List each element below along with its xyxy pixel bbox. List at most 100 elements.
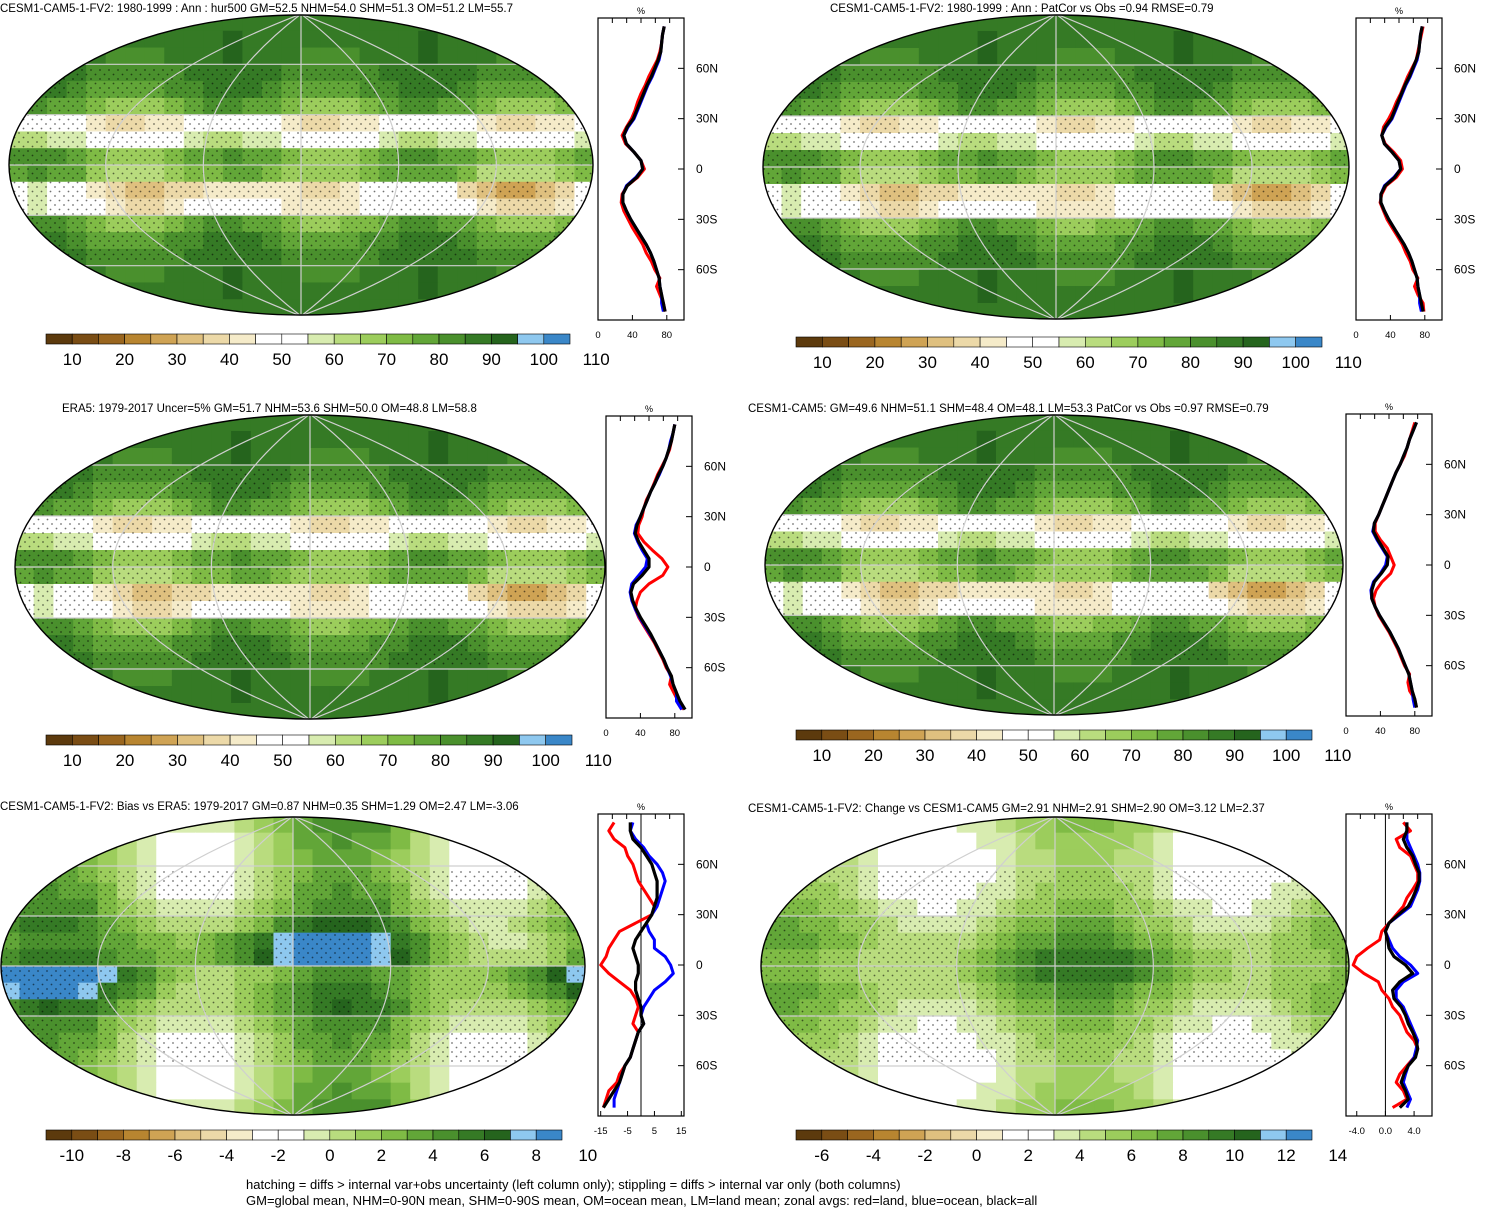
panel-title: ERA5: 1979-2017 Uncer=5% GM=51.7 NHM=53.…: [62, 403, 477, 415]
colorbar-swatch: [795, 336, 823, 348]
colorbar-swatch: [307, 333, 335, 345]
colorbar-swatch: [282, 734, 310, 746]
profile-line-ocean: [628, 424, 683, 711]
profile-unit: %: [1385, 802, 1393, 812]
colorbar-swatch: [438, 333, 466, 345]
colorbar-swatch: [281, 333, 309, 345]
zonal-mean-profile: % 60N 30N 0 30S 60S 0 40 80: [1343, 402, 1466, 737]
latitude-tick-label: 60S: [696, 263, 717, 277]
value-tick-label: 40: [627, 330, 638, 341]
colorbar: -6 -4 -2 0 2 4 6 8 10 12 14: [795, 1129, 1347, 1165]
humidity-map: [14, 414, 606, 720]
latitude-tick-label: 30N: [1444, 508, 1466, 522]
zonal-mean-profile: % 60N 30N 0 30S 60S -15 -5 5 15: [594, 802, 718, 1137]
map-outline: [0, 816, 586, 1116]
graticule: [763, 15, 1349, 319]
colorbar-swatch: [202, 333, 230, 345]
colorbar-label: 6: [1127, 1146, 1136, 1165]
colorbar-label: -6: [167, 1146, 182, 1165]
colorbar-swatch: [1163, 336, 1191, 348]
map-outline: [8, 14, 594, 316]
colorbar-label: 30: [168, 751, 187, 770]
value-tick-label: 5: [652, 1126, 657, 1137]
colorbar-swatch: [976, 729, 1003, 741]
colorbar-swatch: [412, 333, 440, 345]
latitude-tick-label: 30S: [1444, 1008, 1465, 1022]
colorbar-swatch: [123, 1129, 150, 1141]
colorbar-swatch: [1242, 336, 1270, 348]
colorbar-label: -8: [116, 1146, 131, 1165]
colorbar-label: 4: [1075, 1146, 1084, 1165]
colorbar-swatch: [821, 336, 849, 348]
colorbar-swatch: [413, 734, 441, 746]
humidity-map: [764, 414, 1344, 716]
value-tick-label: 4.0: [1407, 1126, 1420, 1137]
colorbar-label: -2: [271, 1146, 286, 1165]
colorbar-label: 10: [63, 350, 82, 369]
colorbar-swatch: [303, 1129, 331, 1141]
colorbar-swatch: [176, 333, 204, 345]
latitude-tick-label: 60S: [1454, 263, 1475, 277]
value-tick-label: 0: [1343, 726, 1348, 737]
colorbar-swatch: [226, 1129, 253, 1141]
colorbar-label: 100: [1282, 353, 1310, 372]
panel-title: CESM1-CAM5-1-FV2: Bias vs ERA5: 1979-201…: [0, 801, 519, 813]
colorbar: -10 -8 -6 -4 -2 0 2 4 6 8 10: [45, 1129, 597, 1165]
colorbar-swatch: [1285, 729, 1313, 741]
colorbar-swatch: [821, 729, 848, 741]
graticule: [9, 15, 593, 315]
colorbar-swatch: [406, 1129, 434, 1141]
profile-line-land: [619, 26, 667, 312]
colorbar-swatch: [466, 734, 494, 746]
colorbar-swatch: [381, 1129, 408, 1141]
colorbar-swatch: [308, 734, 336, 746]
colorbar-swatch: [1208, 1129, 1235, 1141]
colorbar: 10 20 30 40 50 60 70 80 90 100 110: [795, 729, 1351, 765]
colorbar-label: 100: [532, 751, 560, 770]
colorbar-label: 40: [220, 350, 239, 369]
difference-map: [760, 816, 1350, 1116]
colorbar-swatch: [329, 1129, 356, 1141]
colorbar-label: 70: [1128, 353, 1147, 372]
colorbar-swatch: [950, 1129, 977, 1141]
colorbar-label: 12: [1277, 1146, 1296, 1165]
latitude-tick-label: 60N: [704, 459, 726, 473]
colorbar-label: 60: [1070, 746, 1089, 765]
colorbar-label: 10: [812, 746, 831, 765]
colorbar-label: 110: [583, 350, 610, 369]
latitude-tick-label: 0: [1444, 958, 1451, 972]
colorbar-label: 80: [1174, 746, 1193, 765]
colorbar-swatch: [1156, 1129, 1184, 1141]
colorbar-label: 10: [63, 751, 82, 770]
colorbar-swatch: [148, 1129, 176, 1141]
map-outline: [760, 816, 1350, 1116]
colorbar-swatch: [847, 1129, 874, 1141]
colorbar-swatch: [1234, 729, 1261, 741]
colorbar-swatch: [45, 1129, 73, 1141]
colorbar-label: 100: [1272, 746, 1300, 765]
colorbar-swatch: [873, 1129, 900, 1141]
colorbar-swatch: [874, 336, 902, 348]
panel-title: CESM1-CAM5-1-FV2: Change vs CESM1-CAM5 G…: [748, 803, 1265, 815]
profile-line-all: [1383, 822, 1421, 1109]
colorbar-swatch: [1269, 336, 1296, 348]
colorbar-label: 8: [1178, 1146, 1187, 1165]
colorbar-swatch: [45, 333, 73, 345]
profile-unit: %: [645, 404, 653, 414]
value-tick-label: 80: [670, 728, 681, 739]
value-tick-label: 15: [676, 1126, 687, 1137]
colorbar-label: 20: [864, 746, 883, 765]
colorbar-swatch: [229, 734, 257, 746]
colorbar-label: 50: [272, 350, 291, 369]
colorbar-swatch: [545, 734, 573, 746]
colorbar-swatch: [795, 1129, 823, 1141]
colorbar-label: 110: [1324, 746, 1351, 765]
colorbar-swatch: [821, 1129, 848, 1141]
latitude-tick-label: 60S: [704, 661, 725, 675]
colorbar-swatch: [360, 333, 387, 345]
colorbar-label: 70: [1122, 746, 1141, 765]
colorbar-swatch: [355, 1129, 382, 1141]
colorbar-swatch: [71, 333, 99, 345]
latitude-tick-label: 30N: [1444, 908, 1466, 922]
profile-frame: [1345, 813, 1433, 1117]
